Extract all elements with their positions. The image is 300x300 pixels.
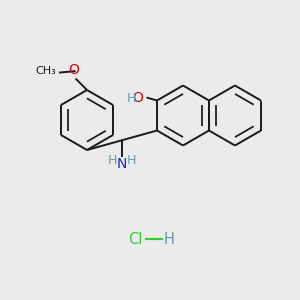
- Text: N: N: [116, 157, 127, 171]
- Text: CH₃: CH₃: [35, 66, 56, 76]
- Text: H: H: [127, 92, 136, 106]
- Text: H: H: [126, 154, 136, 167]
- Text: Cl: Cl: [128, 232, 142, 247]
- Text: O: O: [133, 91, 143, 104]
- Text: O: O: [69, 62, 80, 76]
- Text: H: H: [108, 154, 117, 167]
- Text: H: H: [164, 232, 175, 247]
